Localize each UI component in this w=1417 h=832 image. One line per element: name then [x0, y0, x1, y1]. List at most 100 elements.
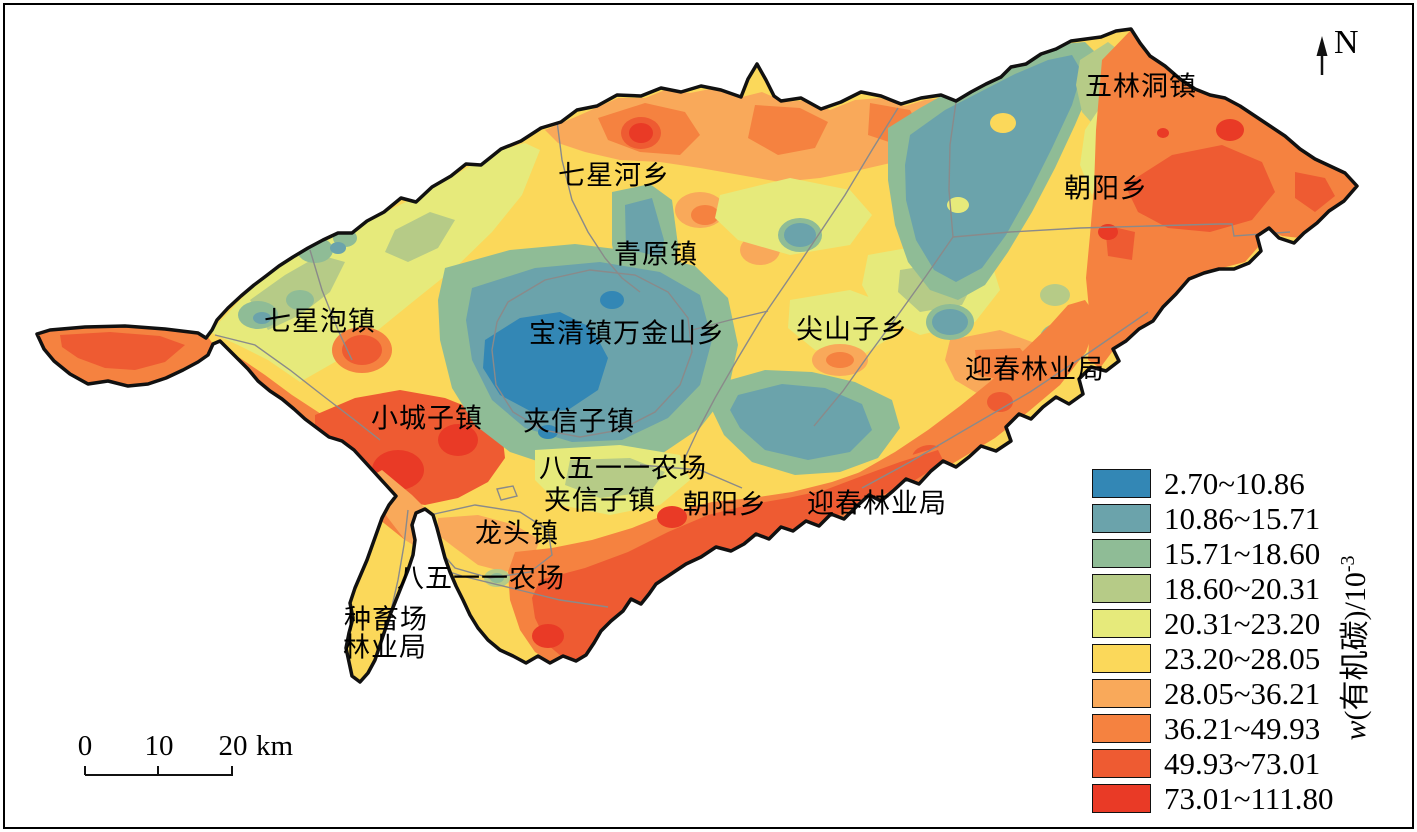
scale-bar: 0 10 20 km — [60, 730, 320, 790]
legend-row: 28.05~36.21 — [1092, 676, 1333, 711]
map-label-xiaochengzizhen: 小城子镇 — [371, 403, 483, 434]
north-letter: N — [1334, 24, 1359, 61]
map-label-jiaxinzizhen-2: 夹信子镇 — [544, 485, 656, 516]
legend-swatch — [1092, 714, 1151, 743]
soc-zone — [532, 624, 564, 648]
soc-zone — [730, 384, 872, 460]
soc-zone — [1157, 128, 1169, 138]
township-boundary — [682, 107, 899, 463]
soc-zone — [483, 312, 608, 412]
legend-swatch — [1092, 574, 1151, 603]
soc-zone — [286, 290, 314, 310]
legend-swatch — [1092, 469, 1151, 498]
scale-bar-tick — [157, 766, 159, 775]
soc-zone — [629, 123, 653, 143]
map-label-jiaxinzizhen-1: 夹信子镇 — [523, 406, 635, 437]
legend-range-label: 18.60~20.31 — [1164, 571, 1321, 606]
legend-range-label: 15.71~18.60 — [1164, 536, 1321, 571]
soc-zone — [60, 332, 185, 370]
legend-row: 20.31~23.20 — [1092, 606, 1333, 641]
township-boundary — [556, 120, 641, 293]
scale-bar-tick — [231, 766, 233, 775]
legend-row: 10.86~15.71 — [1092, 501, 1333, 536]
region-outline — [35, 27, 1359, 684]
map-label-baoqing-wanjinshan: 宝清镇万金山乡 — [529, 318, 725, 349]
map-label-bawuyiyi-1: 八五一一农场 — [539, 453, 707, 484]
legend-range-label: 2.70~10.86 — [1164, 466, 1305, 501]
soc-zone — [691, 205, 719, 225]
legend-swatch — [1092, 539, 1151, 568]
scale-unit-label: km — [256, 730, 294, 762]
legend: 2.70~10.86 10.86~15.71 15.71~18.60 18.60… — [1092, 466, 1334, 819]
soc-zone — [565, 458, 665, 498]
north-indicator: N — [1300, 22, 1370, 86]
soc-zone — [438, 424, 478, 456]
soc-zone — [538, 425, 558, 439]
legend-row: 18.60~20.31 — [1092, 571, 1333, 606]
soc-zone — [987, 392, 1013, 412]
map-label-yingchun-e: 迎春林业局 — [965, 354, 1105, 385]
soc-zone — [342, 335, 382, 365]
map-label-bawuyiyi-2: 八五一一农场 — [397, 563, 565, 594]
north-arrow-head — [1316, 36, 1328, 56]
township-boundary — [309, 249, 353, 361]
legend-range-label: 36.21~49.93 — [1164, 711, 1321, 746]
legend-row: 2.70~10.86 — [1092, 466, 1333, 501]
soc-zone — [905, 55, 1082, 282]
legend-row: 23.20~28.05 — [1092, 641, 1333, 676]
legend-axis-mid: (有机碳)/10 — [1339, 572, 1372, 721]
soc-zone — [1295, 172, 1335, 212]
soc-zone — [253, 312, 271, 324]
legend-range-label: 28.05~36.21 — [1164, 676, 1321, 711]
township-boundary — [948, 101, 957, 238]
scale-tick-10-label: 10 — [144, 730, 174, 762]
scale-bar-line — [85, 774, 233, 776]
map-label-jianshanzixiang: 尖山子乡 — [796, 314, 908, 345]
map-label-linyeju: 林业局 — [343, 632, 427, 663]
soc-zone — [1040, 284, 1070, 306]
scale-tick-20-label: 20 — [218, 730, 248, 762]
legend-swatch — [1092, 784, 1151, 813]
map-label-qixinghexiang: 七星河乡 — [558, 160, 670, 191]
soc-zone — [947, 197, 969, 213]
soc-zone — [330, 242, 346, 254]
map-label-chaoyang-ne: 朝阳乡 — [1064, 173, 1148, 204]
township-boundary — [491, 269, 693, 438]
legend-row: 49.93~73.01 — [1092, 748, 1333, 779]
soc-zone — [210, 143, 540, 382]
legend-row: 36.21~49.93 — [1092, 711, 1333, 746]
township-boundary — [952, 223, 1291, 238]
legend-swatch — [1092, 609, 1151, 638]
legend-swatch — [1092, 644, 1151, 673]
soc-zone — [990, 113, 1016, 133]
soc-zone — [932, 309, 968, 335]
township-boundary — [861, 311, 1149, 489]
legend-range-label: 23.20~28.05 — [1164, 641, 1321, 676]
legend-row: 73.01~111.80 — [1092, 781, 1334, 816]
soc-zone — [600, 291, 624, 309]
soc-zone — [826, 352, 854, 368]
legend-range-label: 73.01~111.80 — [1164, 781, 1334, 816]
legend-row: 15.71~18.60 — [1092, 536, 1333, 571]
soc-zone — [748, 105, 828, 155]
soc-zone — [490, 573, 504, 583]
legend-swatch — [1092, 679, 1151, 708]
township-boundary — [639, 464, 743, 489]
map-label-zhongxuchang: 种畜场 — [344, 604, 428, 635]
map-label-qixingpaozhen: 七星泡镇 — [264, 306, 376, 337]
soc-zone — [657, 506, 687, 528]
legend-range-label: 20.31~23.20 — [1164, 606, 1321, 641]
map-label-wulindongzhen: 五林洞镇 — [1085, 71, 1197, 102]
legend-axis-w: w — [1339, 720, 1372, 741]
soc-zone — [1125, 145, 1275, 232]
map-label-qingyuanzhen: 青原镇 — [614, 239, 698, 270]
legend-swatch — [1092, 749, 1151, 778]
soc-zone — [784, 223, 816, 247]
township-boundary — [813, 236, 954, 427]
legend-range-label: 10.86~15.71 — [1164, 501, 1321, 536]
map-label-yingchun-s: 迎春林业局 — [807, 488, 947, 519]
soc-zone — [715, 178, 872, 255]
soc-zone — [385, 212, 455, 262]
